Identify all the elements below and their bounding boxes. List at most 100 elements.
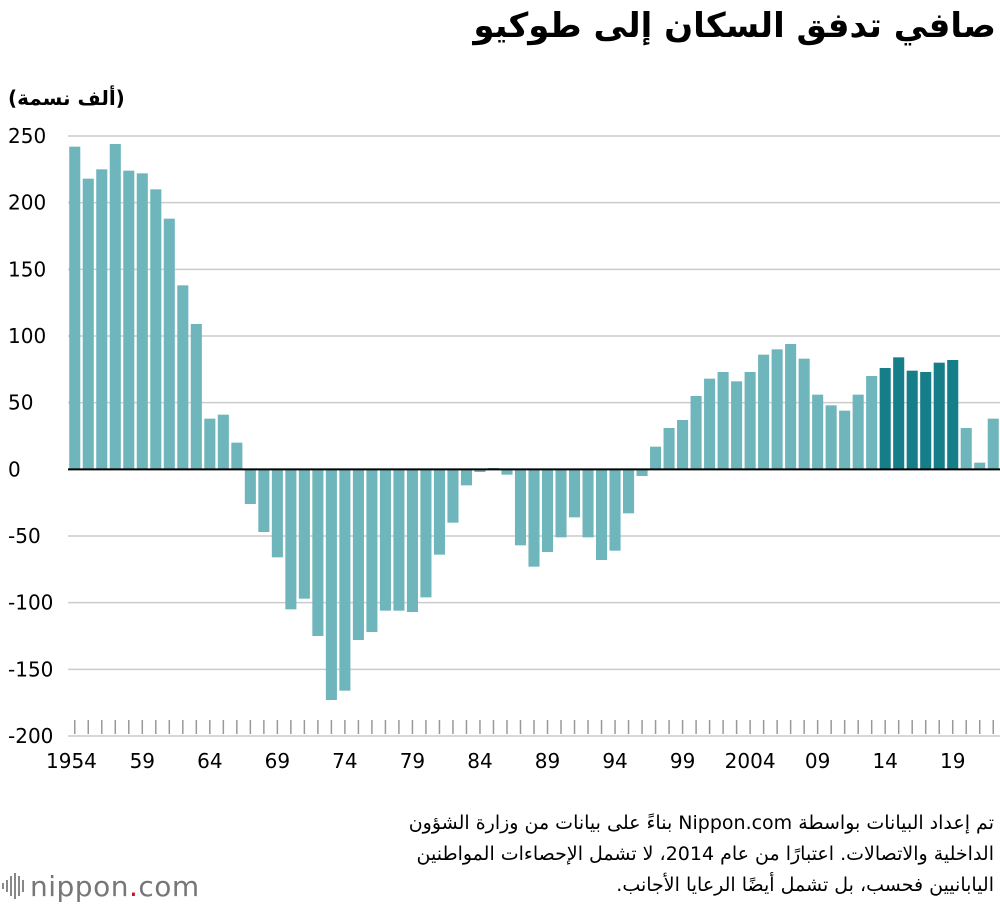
chart-title: صافي تدفق السكان إلى طوكيو: [473, 6, 996, 46]
bar-2001: [704, 378, 716, 470]
x-axis-ticks: [74, 720, 994, 734]
bar-chart: 250 200 150 100 50 0 -50 -100 -150 -200 1954 59 64 6…: [8, 124, 1000, 773]
bar-1979: [406, 469, 418, 612]
bar-1993: [595, 469, 608, 560]
bar-1994: [609, 469, 621, 551]
logo-dot: .: [128, 869, 139, 903]
bar-2016: [906, 370, 918, 470]
y-tick-label: -150: [8, 657, 53, 681]
bar-2011: [839, 410, 851, 470]
logo-mark-icon: [2, 873, 24, 899]
bar-2010: [825, 405, 837, 470]
x-tick-label: 94: [602, 749, 627, 773]
logo-tld: com: [138, 869, 200, 903]
bar-1957: [109, 144, 121, 470]
bar-1972: [312, 469, 324, 636]
bar-1977: [379, 469, 391, 611]
bar-2020: [960, 428, 972, 470]
bar-1968: [258, 469, 270, 532]
bar-2000: [690, 396, 702, 470]
bar-2008: [798, 358, 810, 470]
bar-1974: [339, 469, 351, 691]
bar-1984: [474, 469, 486, 472]
x-tick-label: 09: [805, 749, 830, 773]
x-tick-label: 14: [872, 749, 897, 773]
bar-2022: [987, 418, 999, 470]
bar-2017: [920, 372, 932, 470]
bar-1954: [69, 146, 81, 470]
bar-1962: [177, 285, 189, 470]
x-tick-label: 89: [535, 749, 560, 773]
bar-1971: [298, 469, 310, 599]
bar-2014: [879, 368, 891, 470]
y-tick-label: 100: [8, 324, 46, 348]
gridlines: [68, 135, 1000, 737]
bar-1997: [650, 446, 662, 470]
x-tick-label: 19: [940, 749, 965, 773]
x-tick-label: 74: [332, 749, 357, 773]
source-note-line: اليابانيين فحسب، بل تشمل أيضًا الرعايا ا…: [616, 874, 994, 896]
source-note-line: تم إعداد البيانات بواسطة Nippon.com بناء…: [408, 812, 994, 834]
bar-2005: [758, 354, 770, 470]
bar-2004: [744, 372, 756, 470]
bar-1958: [123, 170, 135, 470]
bar-2009: [812, 394, 824, 470]
bar-1975: [352, 469, 364, 640]
bar-2013: [866, 376, 878, 470]
bar-1990: [555, 469, 567, 538]
bar-1963: [190, 324, 202, 470]
bar-1988: [528, 469, 540, 567]
y-tick-label: -200: [8, 724, 53, 748]
x-tick-label: 69: [265, 749, 290, 773]
bar-1983: [460, 469, 473, 486]
bar-1998: [663, 428, 675, 470]
x-tick-label: 79: [400, 749, 425, 773]
y-tick-label: 200: [8, 191, 46, 215]
bar-1970: [285, 469, 297, 610]
bar-2007: [785, 344, 797, 470]
x-tick-label: 64: [197, 749, 222, 773]
bar-1969: [271, 469, 283, 558]
bar-1986: [501, 469, 513, 475]
bar-2003: [731, 381, 743, 470]
logo-name: nippon: [30, 869, 129, 903]
bar-2012: [852, 394, 864, 470]
bar-1992: [582, 469, 594, 538]
bar-1965: [217, 414, 229, 470]
bar-2002: [717, 372, 729, 470]
bar-2021: [974, 462, 986, 470]
x-tick-label: 84: [467, 749, 492, 773]
y-tick-label: 150: [8, 257, 46, 281]
y-tick-label: 250: [8, 124, 46, 148]
bar-1973: [325, 469, 337, 700]
bar-1980: [420, 469, 432, 598]
bar-1960: [150, 189, 162, 470]
bars: [69, 144, 999, 700]
bar-1976: [366, 469, 378, 632]
source-note: تم إعداد البيانات بواسطة Nippon.com بناء…: [234, 808, 994, 901]
y-tick-label: 0: [8, 457, 21, 481]
bar-1959: [136, 173, 148, 470]
bar-2006: [771, 349, 783, 470]
bar-2018: [933, 362, 945, 470]
bar-1978: [393, 469, 405, 611]
bar-1982: [447, 469, 459, 523]
x-tick-label: 2004: [725, 749, 776, 773]
bar-1956: [96, 169, 108, 470]
y-tick-label: -100: [8, 591, 53, 615]
bar-1955: [82, 178, 94, 470]
bar-1964: [204, 418, 216, 470]
bar-1966: [231, 442, 243, 470]
bar-1996: [636, 469, 648, 476]
x-axis-tick-labels: 1954 59 64 69 74 79 84 89 94 99 2004 09 14 19: [46, 749, 965, 773]
bar-1989: [541, 469, 554, 552]
bar-1987: [514, 469, 527, 546]
bar-1967: [244, 469, 256, 504]
bar-2015: [893, 357, 905, 470]
y-axis-tick-labels: 250 200 150 100 50 0 -50 -100 -150 -200: [8, 124, 53, 748]
bar-1999: [677, 420, 689, 470]
bar-1995: [623, 469, 635, 514]
nippon-logo: nippon.com: [0, 868, 200, 904]
y-tick-label: 50: [8, 391, 33, 415]
y-tick-label: -50: [8, 524, 41, 548]
